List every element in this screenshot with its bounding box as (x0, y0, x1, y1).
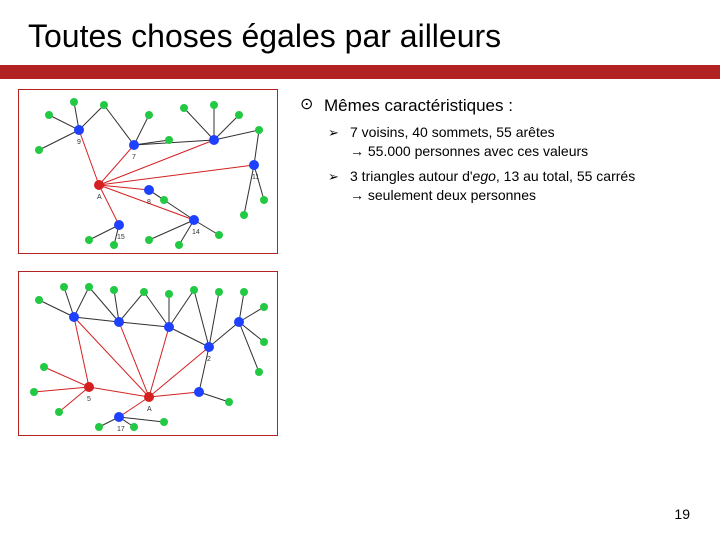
sub1-line2: → 55.000 personnes avec ces valeurs (350, 143, 588, 159)
sub-bullet-1: ➢ 7 voisins, 40 sommets, 55 arêtes → 55.… (328, 123, 700, 161)
sub-bullet-2: ➢ 3 triangles autour d'ego, 13 au total,… (328, 167, 700, 205)
bullet-list: ⊙ Mêmes caractéristiques : ➢ 7 voisins, … (300, 95, 700, 211)
arrow-icon: ➢ (328, 123, 350, 142)
main-bullet-row: ⊙ Mêmes caractéristiques : (300, 95, 700, 117)
network-svg-top: A 9 7 8 15 14 11 (19, 90, 279, 255)
sub2-line2: → seulement deux personnes (350, 187, 536, 203)
page-number: 19 (674, 506, 690, 522)
network-graph-top: A 9 7 8 15 14 11 (18, 89, 278, 254)
main-bullet-text: Mêmes caractéristiques : (324, 95, 513, 117)
sub-bullet-2-text: 3 triangles autour d'ego, 13 au total, 5… (350, 167, 635, 205)
svg-text:15: 15 (117, 234, 125, 241)
svg-text:17: 17 (117, 426, 125, 433)
sub2-ego: ego (473, 168, 496, 184)
svg-text:11: 11 (252, 174, 259, 181)
arrow-icon: ➢ (328, 167, 350, 186)
svg-text:5: 5 (87, 396, 91, 403)
svg-text:9: 9 (77, 139, 81, 146)
network-graph-bottom: A 5 2 17 (18, 271, 278, 436)
sub-bullet-1-text: 7 voisins, 40 sommets, 55 arêtes → 55.00… (350, 123, 588, 161)
sub2-line1b: , 13 au total, 55 carrés (496, 168, 635, 184)
svg-text:14: 14 (192, 229, 200, 236)
network-svg-bottom: A 5 2 17 (19, 272, 279, 437)
svg-text:A: A (97, 194, 102, 201)
sub2-line1a: 3 triangles autour d' (350, 168, 473, 184)
svg-text:8: 8 (147, 199, 151, 206)
bullet-target-icon: ⊙ (300, 95, 324, 116)
content-area: A 9 7 8 15 14 11 A 5 2 17 ⊙ Mêmes caractéristique… (0, 79, 720, 499)
slide-title: Toutes choses égales par ailleurs (0, 0, 720, 55)
svg-text:2: 2 (207, 356, 211, 363)
svg-text:A: A (147, 406, 152, 413)
sub1-line1: 7 voisins, 40 sommets, 55 arêtes (350, 124, 555, 140)
svg-text:7: 7 (132, 154, 136, 161)
title-underline-bar (0, 65, 720, 79)
